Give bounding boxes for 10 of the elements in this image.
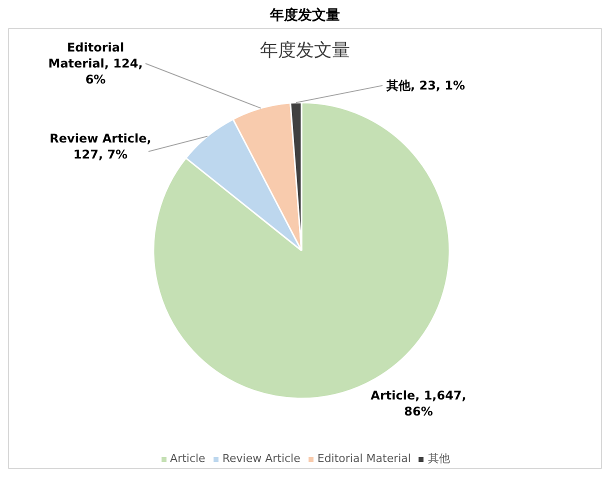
legend-label: Review Article — [222, 452, 300, 465]
data-label: 其他, 23, 1% — [386, 78, 466, 92]
data-label: Review Article, 127, 7% — [50, 131, 152, 162]
legend-label: Article — [170, 452, 206, 465]
data-label: Editorial Material, 124, 6% — [48, 40, 143, 87]
data-label: Article, 1,647, 86% — [370, 388, 466, 419]
chart-subtitle: 年度发文量 — [269, 6, 340, 24]
chart-title: 年度发文量 — [260, 40, 350, 61]
legend-label: Editorial Material — [317, 452, 411, 465]
legend-label: 其他 — [428, 451, 450, 466]
